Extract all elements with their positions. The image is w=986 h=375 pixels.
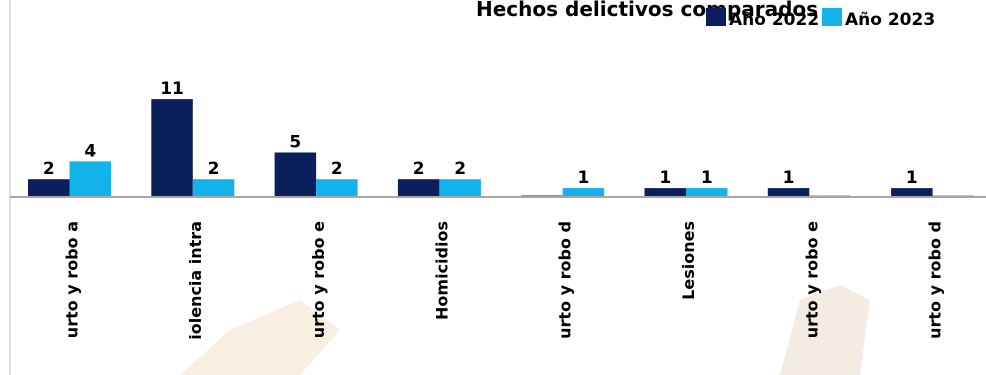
data-label-0-1: 4 bbox=[84, 141, 96, 161]
legend-swatch-1 bbox=[822, 8, 842, 26]
data-label-5-1: 1 bbox=[701, 168, 713, 188]
data-label-3-1: 2 bbox=[454, 159, 466, 179]
legend-label-1: Año 2023 bbox=[845, 10, 935, 30]
bar-5-1 bbox=[686, 188, 728, 197]
bar-1-1 bbox=[192, 179, 235, 197]
bar-3-0 bbox=[397, 179, 440, 197]
category-label-0: urto y robo a bbox=[63, 221, 82, 338]
data-label-4-1: 1 bbox=[578, 168, 590, 188]
bar-6-0 bbox=[767, 188, 810, 197]
category-label-4: urto y robo d bbox=[556, 221, 575, 339]
category-label-2: urto y robo e bbox=[309, 221, 328, 338]
legend-label-0: Año 2022 bbox=[729, 10, 819, 30]
category-label-3: Homicidios bbox=[432, 221, 451, 320]
category-label-7: urto y robo d bbox=[926, 221, 945, 339]
bar-2-0 bbox=[274, 152, 317, 197]
bars-group bbox=[28, 99, 975, 197]
legend-swatch-0 bbox=[706, 8, 726, 26]
bar-4-1 bbox=[562, 188, 605, 197]
bar-2-1 bbox=[316, 179, 358, 197]
category-label-5: Lesiones bbox=[679, 221, 698, 300]
bar-3-1 bbox=[439, 179, 481, 197]
category-label-6: urto y robo e bbox=[802, 221, 821, 338]
bar-1-0 bbox=[151, 99, 193, 197]
bar-5-0 bbox=[644, 188, 686, 197]
chart-title: Hechos delictivos comparados bbox=[476, 0, 818, 21]
data-label-7-0: 1 bbox=[906, 168, 918, 188]
bar-0-1 bbox=[69, 161, 111, 197]
data-label-6-0: 1 bbox=[783, 168, 795, 188]
data-label-1-1: 2 bbox=[208, 159, 220, 179]
bar-7-0 bbox=[891, 188, 933, 197]
data-label-5-0: 1 bbox=[659, 168, 671, 188]
data-label-1-0: 11 bbox=[160, 79, 184, 99]
data-label-3-0: 2 bbox=[413, 159, 425, 179]
data-label-0-0: 2 bbox=[43, 159, 55, 179]
data-label-2-0: 5 bbox=[289, 133, 301, 153]
category-label-1: iolencia intra bbox=[186, 221, 205, 340]
watermark bbox=[180, 285, 870, 375]
category-labels-group: urto y robo a iolencia intra urto y robo e… bbox=[63, 221, 945, 340]
bar-0-0 bbox=[28, 179, 70, 197]
legend: Año 2022 Año 2023 bbox=[706, 8, 935, 30]
data-label-2-1: 2 bbox=[331, 159, 343, 179]
